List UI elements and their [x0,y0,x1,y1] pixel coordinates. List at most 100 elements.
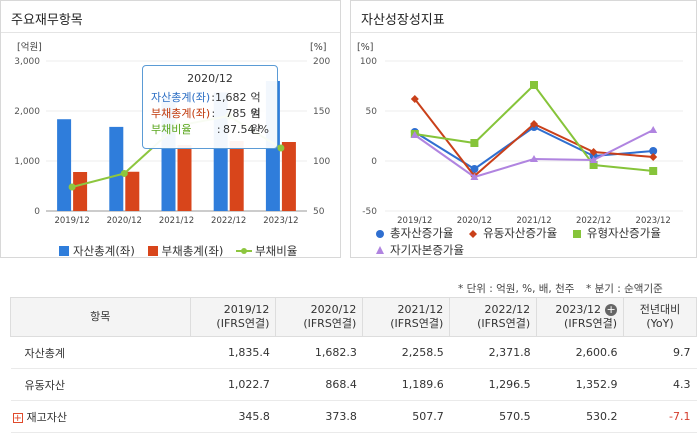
y-tick-label: -50 [362,207,377,217]
quarter-note: * 분기 : 순액기준 [586,283,663,295]
row-label-cell: + 재고자산 [10,400,191,433]
cell-value: 2,258.5 [362,336,450,369]
total-growth-point [470,165,479,173]
legend-tangible-label: 유형자산증가율 [586,226,661,240]
legend-total-swatch [376,229,384,238]
x-tick-label: 2019/12 [54,216,89,226]
x-tick-label: 2022/12 [576,216,611,226]
legend-tangible-growth[interactable]: 유형자산증가율 [570,226,661,241]
add-column-icon[interactable]: + [605,303,618,316]
divider [351,32,696,33]
header-sublabel: (IFRS연결) [390,317,444,330]
cell-value: 1,682.3 [275,336,363,369]
right-legend: 총자산증가율 유동자산증가율 유형자산증가율 자기자본증가율 [373,226,693,259]
y-tick-label: 3,000 [14,57,40,67]
x-tick-label: 2023/12 [636,216,671,226]
tooltip-value: 785 [225,107,247,120]
tooltip-unit: 억원 [250,91,261,120]
header-label: 2022/12 [484,303,531,316]
expand-icon[interactable]: + [12,412,23,424]
table-row: + 재고자산 345.8 373.8 507.7 570.5 530.2 -7.1 [10,400,697,433]
tooltip-label: 자산총계(좌) [151,91,211,104]
legend-liability-label: 부채총계(좌) [161,244,224,258]
cell-value: 345.8 [190,400,276,433]
axis-unit: [%] [357,42,373,53]
financial-table: 항목 2019/12 (IFRS연결) 2020/12 (IFRS연결) 2021/… [10,297,697,433]
legend-liability[interactable]: 부채총계(좌) [147,243,224,259]
legend-tangible-swatch [572,229,581,238]
panel-title: 자산성장성지표 [361,13,445,28]
unit-note: * 단위 : 억원, %, 배, 천주 [458,283,575,295]
cell-value: 2,371.8 [449,336,537,369]
current-growth-point [410,95,419,103]
asset-bar [57,119,72,211]
tooltip-sep: : [211,91,215,104]
header-sublabel: (IFRS연결) [216,317,270,330]
header-label: 2023/12 [555,303,602,316]
tooltip-sep: : [211,107,216,120]
legend-total-label: 총자산증가율 [390,226,454,240]
cell-value: 373.8 [275,400,363,433]
ratio-point [277,144,285,152]
x-tick-label: 2020/12 [457,216,492,226]
header-yoy: 전년대비 (YoY) [623,297,697,337]
left-legend: 자산총계(좌) 부채총계(좌) 부채비율 [59,243,306,259]
tangible-growth-point [530,81,538,89]
liability-bar [281,142,296,211]
total-growth-point [649,147,658,155]
tooltip-unit: 억원 [250,107,261,136]
y-tick-label: 1,000 [14,157,40,167]
header-label: 2019/12 [223,303,270,316]
equity-growth-point [649,126,658,133]
header-sublabel: (IFRS연결) [303,317,357,330]
liability-bar [125,171,140,211]
header-sublabel: (YoY) [646,317,674,330]
legend-current-swatch [469,229,478,238]
current-growth-point [589,148,598,156]
chart-tooltip: 2020/12 자산총계(좌) : 1,682 억원 부채총계(좌) : 785… [142,65,278,149]
header-item: 항목 [10,297,191,337]
left-axis-unit: [억원] [17,41,42,53]
y-tick-label: 100 [360,57,377,67]
legend-ratio-swatch [236,248,253,254]
header-sublabel: (IFRS연결) [477,317,531,330]
cell-value: 1,022.7 [190,368,276,401]
equity-growth-point [470,173,479,180]
tooltip-value: 1,682 [215,91,247,104]
cell-value: 1,189.6 [362,368,450,401]
x-tick-label: 2023/12 [263,216,298,226]
header-label: 전년대비 [639,303,681,316]
tooltip-label: 부채총계(좌) [151,107,211,120]
cell-yoy: 9.7 [623,336,697,369]
tangible-growth-point [589,161,598,169]
cell-yoy: 4.3 [623,368,697,401]
current-growth-point [530,120,538,128]
tooltip-label: 부채비율 [151,123,192,136]
cell-value: 1,352.9 [536,368,624,401]
tangible-growth-point [470,139,479,147]
header-label: 2021/12 [397,303,444,316]
legend-asset-label: 자산총계(좌) [73,244,135,258]
legend-equity-label: 자기자본증가율 [390,242,465,257]
legend-equity-swatch [376,246,384,254]
y-tick-label: 50 [366,107,378,117]
tooltip-row: 자산총계(좌) : 1,682 억원 [151,90,269,120]
legend-total-growth[interactable]: 총자산증가율 [373,226,453,241]
legend-current-growth[interactable]: 유동자산증가율 [466,226,557,241]
legend-ratio[interactable]: 부채비율 [236,243,297,259]
tooltip-row: 부채비율 : 87.54 % [151,122,269,138]
legend-asset[interactable]: 자산총계(좌) [59,243,135,259]
equity-growth-point [589,156,598,163]
cell-value: 1,835.4 [190,336,276,369]
legend-liability-swatch [147,246,158,256]
cell-value: 530.2 [536,400,624,433]
y-tick-label: 2,000 [14,107,40,117]
legend-equity-growth[interactable]: 자기자본증가율 [373,243,464,258]
asset-bar [109,126,124,211]
tooltip-sep: : [216,123,221,136]
cell-value: 868.4 [275,368,363,401]
table-header-row: 항목 2019/12 (IFRS연결) 2020/12 (IFRS연결) 2021/… [10,297,697,337]
row-label: 재고자산 [26,410,67,424]
divider [1,32,340,33]
ratio-point [68,183,76,191]
